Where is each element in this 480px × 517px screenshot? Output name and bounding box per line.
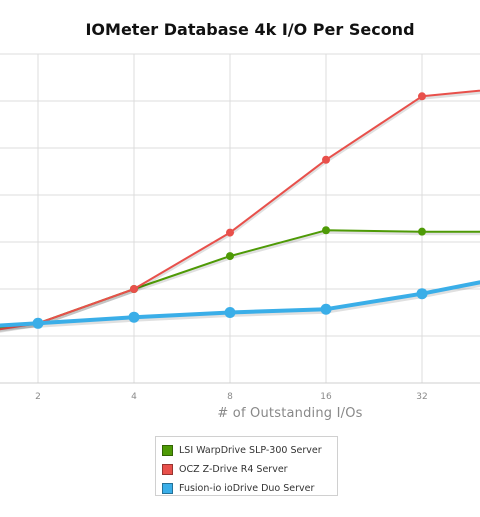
gridlines — [0, 53, 480, 383]
series-fusion-point-2 — [128, 311, 140, 323]
x-tick-label-16: 16 — [320, 392, 332, 400]
legend-item-ocz: OCZ Z-Drive R4 Server — [162, 460, 337, 479]
series-fusion-line — [0, 280, 480, 328]
legend-label-ocz: OCZ Z-Drive R4 Server — [179, 464, 288, 475]
x-tick-label-2: 2 — [35, 392, 41, 400]
series-fusion-point-1 — [32, 317, 44, 329]
plot-area: 2 4 8 16 32 — [0, 53, 480, 400]
legend-swatch-fusion — [162, 483, 173, 494]
series-fusion-point-3 — [224, 307, 236, 318]
legend-label-lsi: LSI WarpDrive SLP-300 Server — [179, 445, 322, 456]
x-tick-label-32: 32 — [416, 392, 427, 400]
series-ocz-point-2 — [130, 285, 138, 293]
series-ocz-point-4 — [322, 155, 330, 164]
x-tick-label-4: 4 — [131, 392, 137, 400]
legend-label-fusion: Fusion-io ioDrive Duo Server — [179, 483, 315, 494]
series-lines — [0, 89, 480, 333]
series-lsi-point-5 — [418, 227, 426, 236]
legend-swatch-ocz — [162, 464, 173, 475]
series-fusion-point-4 — [320, 303, 332, 315]
legend: LSI WarpDrive SLP-300 Server OCZ Z-Drive… — [155, 436, 338, 496]
x-axis-title: # of Outstanding I/Os — [217, 406, 363, 421]
series-ocz — [0, 89, 480, 333]
legend-item-fusion: Fusion-io ioDrive Duo Server — [162, 479, 337, 498]
x-tick-label-8: 8 — [227, 392, 233, 400]
series-ocz-point-3 — [226, 228, 234, 237]
series-fusion — [0, 280, 480, 331]
series-lsi-point-3 — [226, 252, 234, 261]
legend-item-lsi: LSI WarpDrive SLP-300 Server — [162, 441, 337, 460]
chart-title: IOMeter Database 4k I/O Per Second — [85, 20, 415, 39]
series-fusion-point-5 — [416, 288, 428, 300]
legend-swatch-lsi — [162, 445, 173, 456]
series-ocz-point-5 — [418, 92, 426, 101]
series-ocz-line — [0, 89, 480, 331]
series-lsi-point-4 — [322, 226, 330, 235]
series-ocz-shadow — [0, 91, 480, 333]
x-tick-labels: 2 4 8 16 32 — [35, 392, 428, 400]
